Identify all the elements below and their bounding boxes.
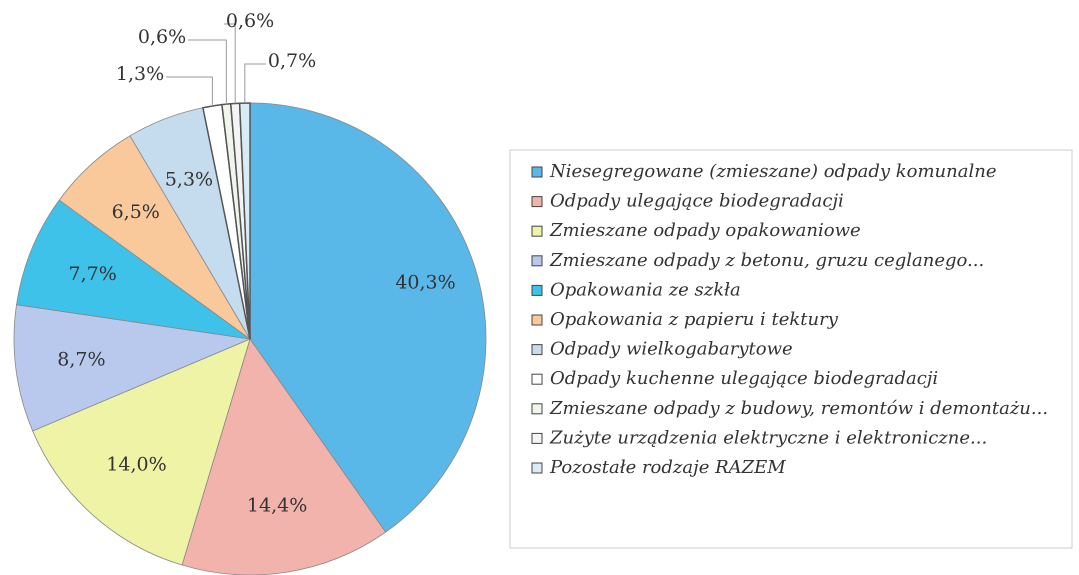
legend-swatch xyxy=(531,314,543,326)
legend-label: Odpady ulegające biodegradacji xyxy=(550,191,844,212)
legend-swatch xyxy=(531,225,543,237)
pie-slice xyxy=(13,304,252,432)
data-label: 1,3% xyxy=(116,63,164,85)
leader-line xyxy=(188,39,227,105)
legend-box xyxy=(509,149,1073,549)
legend-swatch xyxy=(531,462,543,474)
data-label: 8,7% xyxy=(57,349,105,371)
leader-line xyxy=(244,63,266,104)
data-label: 0,6% xyxy=(226,10,274,32)
pie-slice xyxy=(249,102,487,533)
legend-swatch xyxy=(531,166,543,178)
pie-slice xyxy=(32,338,251,566)
legend-swatch xyxy=(531,284,543,296)
data-label: 14,4% xyxy=(247,495,307,517)
legend-label: Zmieszane odpady z betonu, gruzu ceglane… xyxy=(549,250,984,271)
legend-swatch xyxy=(531,196,543,208)
legend-swatch xyxy=(531,255,543,267)
leader-line xyxy=(224,23,236,104)
legend-label: Zmieszane odpady opakowaniowe xyxy=(549,220,861,241)
legend-swatch xyxy=(531,373,543,385)
data-label: 7,7% xyxy=(69,263,117,285)
legend-label: Odpady kuchenne ulegające biodegradacji xyxy=(550,368,938,389)
legend-label: Opakowania z papieru i tektury xyxy=(550,309,839,330)
data-label: 0,7% xyxy=(268,50,316,72)
data-label: 40,3% xyxy=(395,272,455,294)
leader-line xyxy=(166,76,213,107)
data-label: 14,0% xyxy=(106,453,166,475)
legend-label: Zużyte urządzenia elektryczne i elektron… xyxy=(549,427,987,448)
data-label: 0,6% xyxy=(138,26,186,48)
legend-label: Opakowania ze szkła xyxy=(550,279,741,300)
pie-slice xyxy=(16,199,251,340)
legend-swatch xyxy=(531,344,543,356)
data-label: 6,5% xyxy=(112,201,160,223)
legend-label: Pozostałe rodzaje RAZEM xyxy=(549,457,786,478)
legend-label: Zmieszane odpady z budowy, remontów i de… xyxy=(549,398,1048,419)
legend-swatch xyxy=(531,403,543,415)
pie-slice xyxy=(181,338,387,575)
pie-slice xyxy=(238,102,251,340)
legend-swatch xyxy=(531,432,543,444)
data-label: 5,3% xyxy=(165,168,213,190)
legend-label: Niesegregowane (zmieszane) odpady komuna… xyxy=(549,161,996,182)
legend-label: Odpady wielkogabarytowe xyxy=(550,339,793,360)
